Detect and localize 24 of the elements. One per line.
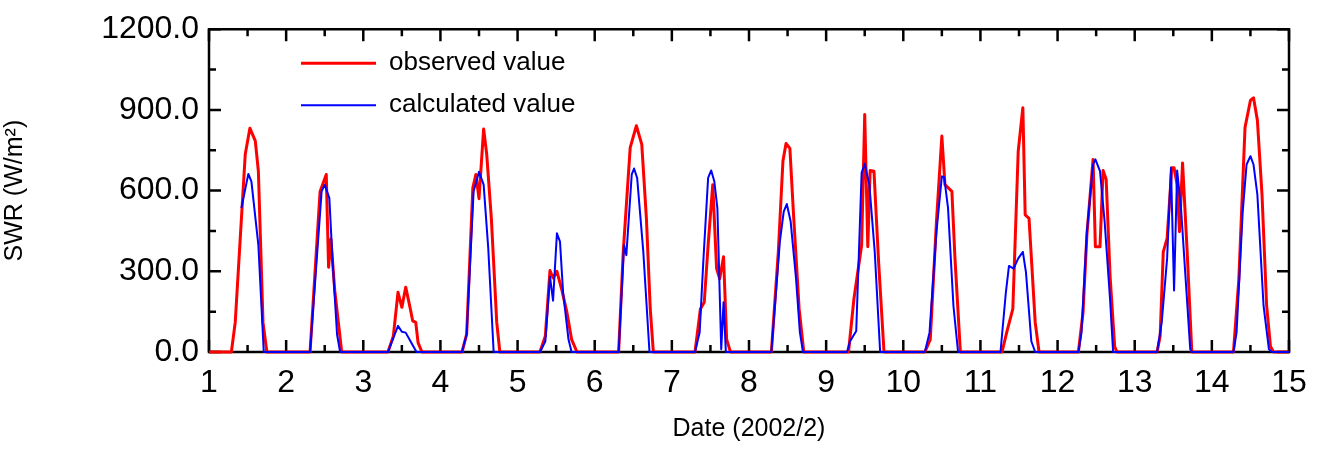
x-tick-label: 1	[200, 363, 218, 400]
x-tick-label: 8	[740, 363, 758, 400]
x-tick-label: 10	[885, 363, 922, 400]
x-tick-label: 9	[817, 363, 836, 400]
y-tick-label: 600.0	[118, 170, 199, 207]
x-tick-label: 6	[585, 363, 604, 400]
legend-label: calculated value	[389, 88, 576, 119]
y-tick-label: 300.0	[118, 251, 199, 288]
x-tick-label: 12	[1039, 363, 1076, 400]
x-tick-label: 4	[431, 363, 450, 400]
y-axis-title: SWR (W/m²)	[0, 119, 27, 262]
x-tick-label: 11	[963, 363, 998, 400]
legend-label: observed value	[389, 46, 566, 77]
x-tick-label: 13	[1116, 363, 1153, 400]
x-tick-label: 7	[662, 363, 681, 400]
y-tick-label: 0.0	[154, 331, 199, 368]
y-tick-label: 1200.0	[101, 9, 199, 46]
x-axis-title: Date (2002/2)	[672, 412, 826, 441]
x-tick-label: 15	[1271, 363, 1307, 400]
y-tick-label: 900.0	[118, 89, 199, 126]
x-tick-label: 5	[508, 363, 527, 400]
x-tick-label: 2	[277, 363, 296, 400]
x-tick-label: 3	[354, 363, 373, 400]
x-tick-label: 14	[1194, 363, 1230, 400]
